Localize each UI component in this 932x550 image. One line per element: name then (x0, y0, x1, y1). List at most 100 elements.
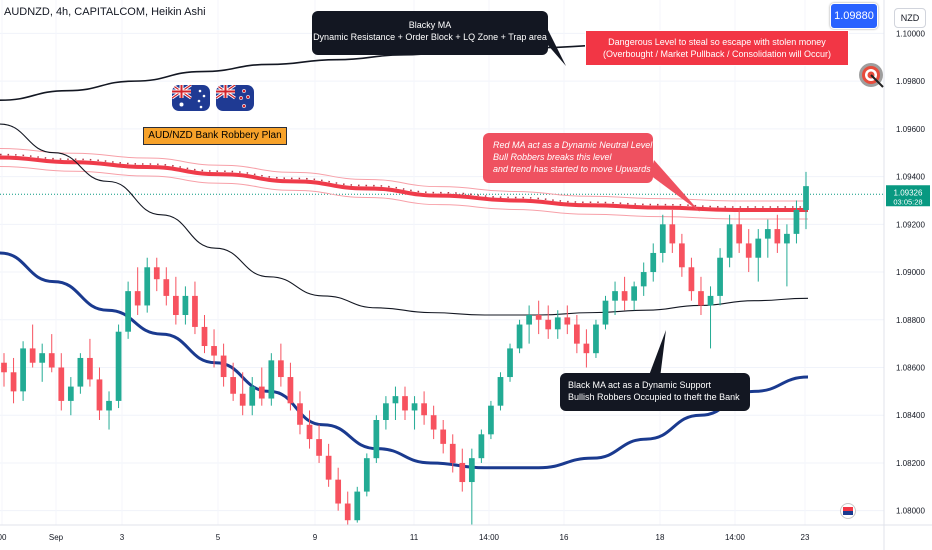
price-tick-label: 1.09200 (896, 220, 925, 229)
candle-body (507, 348, 513, 378)
candle-body (640, 272, 647, 287)
candle-body (602, 300, 609, 325)
candle-body (335, 479, 342, 504)
red-ma-upper-band (0, 148, 808, 202)
candle-body (726, 224, 733, 258)
candle-body (258, 386, 265, 399)
time-tick-label: Sep (49, 533, 64, 542)
candle-body (134, 291, 141, 306)
candle-body (554, 317, 561, 330)
candle-body (77, 357, 84, 387)
candle-body (784, 233, 790, 244)
candle-body (48, 353, 55, 368)
time-tick-label: 11 (410, 533, 419, 542)
candle-body (698, 291, 704, 306)
currency-selector[interactable]: NZD (894, 8, 926, 28)
candle-body (278, 360, 284, 378)
candle-body (144, 267, 151, 306)
price-axis: 1.10000 1.09800 1.09600 1.09400 1.09200 1.090… (883, 0, 932, 550)
price-tick-label: 1.09400 (896, 173, 925, 182)
price-tick-label: 1.08400 (896, 411, 925, 420)
candle-body (717, 257, 723, 296)
candle-body (488, 405, 494, 435)
candle-body (163, 279, 170, 296)
tradingview-logo-icon (840, 503, 856, 519)
candle-body (669, 224, 676, 244)
target-icon (858, 62, 886, 90)
red-ma-lower-band (0, 166, 808, 220)
candle-body (306, 424, 313, 440)
candle-body (430, 415, 437, 430)
candle-body (659, 224, 666, 253)
ma-line (0, 123, 809, 316)
candle-body (621, 291, 628, 301)
red-ma-line-3: and trend has started to move Upwards (493, 164, 651, 174)
candle-body (392, 396, 399, 404)
candle-body (650, 252, 657, 273)
candle-body (459, 462, 466, 483)
current-price-label: 1.09326 (894, 188, 923, 197)
candle-body (421, 403, 427, 416)
candle-body (39, 353, 46, 363)
candle-body (125, 291, 131, 332)
price-tick-label: 1.09800 (896, 77, 925, 86)
candle-body (526, 315, 532, 325)
red-ma-dotted (0, 153, 808, 208)
red-ma-line-1: Red MA act as a Dynamic Neutral Level (493, 140, 653, 150)
candle-body (411, 403, 418, 411)
candle-body (192, 295, 198, 327)
time-tick-label: 14:00 (725, 533, 746, 542)
blacky-ma-callout: Blacky MA Dynamic Resistance + Order Blo… (312, 11, 548, 55)
price-alert-badge[interactable]: 1.09880 (830, 3, 878, 29)
candle-body (230, 377, 237, 394)
price-tick-label: 1.08600 (896, 364, 925, 373)
candle-body (516, 324, 523, 349)
dangerous-level-title: Dangerous Level to steal so escape with … (608, 37, 826, 47)
candle-body (497, 377, 504, 406)
candle-body (96, 379, 103, 411)
time-tick-label: 3 (120, 533, 125, 542)
candle-body (325, 455, 332, 480)
candle-body (20, 348, 26, 392)
price-tick-label: 1.08200 (896, 459, 925, 468)
price-tick-label: 1.09000 (896, 268, 925, 277)
symbol-title: AUDNZD, 4h, CAPITALCOM, Heikin Ashi (4, 6, 206, 18)
time-tick-label: 23 (801, 533, 810, 542)
new-zealand-flag-icon (216, 85, 254, 111)
candle-body (29, 348, 36, 363)
candle-body (583, 343, 590, 354)
candle-body (87, 357, 93, 380)
price-tick-label: 1.09600 (896, 125, 925, 134)
candle-body (220, 355, 227, 378)
candle-body (67, 386, 74, 401)
candle-body (373, 420, 380, 459)
candle-body (774, 229, 781, 244)
candle-body (344, 503, 351, 521)
candle-body (707, 295, 714, 306)
time-tick-label: 16 (560, 533, 569, 542)
candle-body (449, 443, 456, 463)
candle-body (297, 403, 303, 425)
time-tick-label: 9 (313, 533, 318, 542)
candle-body (593, 324, 599, 354)
candle-body (612, 291, 618, 301)
candle-body (631, 286, 638, 301)
candle-body (211, 346, 217, 356)
candle-body (535, 315, 542, 320)
candle-body (106, 400, 112, 411)
candle-body (1, 362, 7, 373)
time-tick-label: 00 (0, 533, 7, 542)
blacky-ma-desc: Dynamic Resistance + Order Block + LQ Zo… (313, 32, 547, 42)
candle-body (182, 295, 189, 315)
time-axis: 00 Sep 3 5 9 11 14:00 16 18 14:00 23 (0, 524, 932, 542)
candle-body (745, 243, 752, 258)
candle-body (478, 434, 485, 459)
ma-line (0, 155, 808, 213)
time-tick-label: 14:00 (479, 533, 500, 542)
price-tick-label: 1.08800 (896, 316, 925, 325)
candle-body (688, 267, 695, 292)
black-ma-line-2: Bullish Robbers Occupied to theft the Ba… (568, 392, 740, 402)
countdown-label: 03:05:28 (893, 197, 922, 206)
candle-body (172, 295, 179, 315)
